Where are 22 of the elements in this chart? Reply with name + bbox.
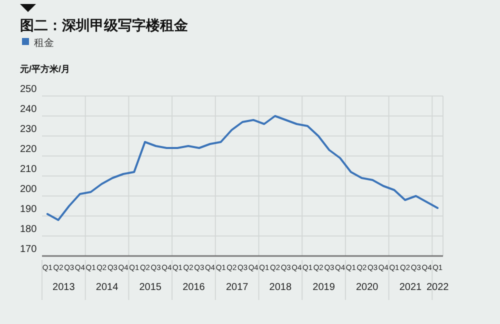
y-tick-label: 190 xyxy=(20,204,38,215)
y-tick-label: 200 xyxy=(20,184,38,195)
y-tick-label: 170 xyxy=(20,244,38,255)
text: 2016 xyxy=(182,282,206,293)
text: 2019 xyxy=(312,282,336,293)
text: 2017 xyxy=(226,282,249,293)
text: 2014 xyxy=(96,282,119,293)
y-axis-title: 元/平方米/月 xyxy=(19,64,70,74)
y-tick-label: 250 xyxy=(20,84,38,95)
y-tick-label: 180 xyxy=(20,224,38,235)
text: 2021 xyxy=(399,282,422,293)
text: 2018 xyxy=(269,282,292,293)
text: 2020 xyxy=(356,282,379,293)
text: 2013 xyxy=(52,282,76,293)
text: 2022 xyxy=(426,282,450,293)
y-tick-label: 230 xyxy=(20,124,38,135)
chart-title: 图二：深圳甲级写字楼租金 xyxy=(20,17,189,33)
text: 2015 xyxy=(139,282,162,293)
y-tick-label: 240 xyxy=(20,104,38,115)
legend-label: 租金 xyxy=(34,37,54,49)
y-tick-label: 220 xyxy=(20,144,38,155)
y-tick-label: 210 xyxy=(20,164,38,175)
